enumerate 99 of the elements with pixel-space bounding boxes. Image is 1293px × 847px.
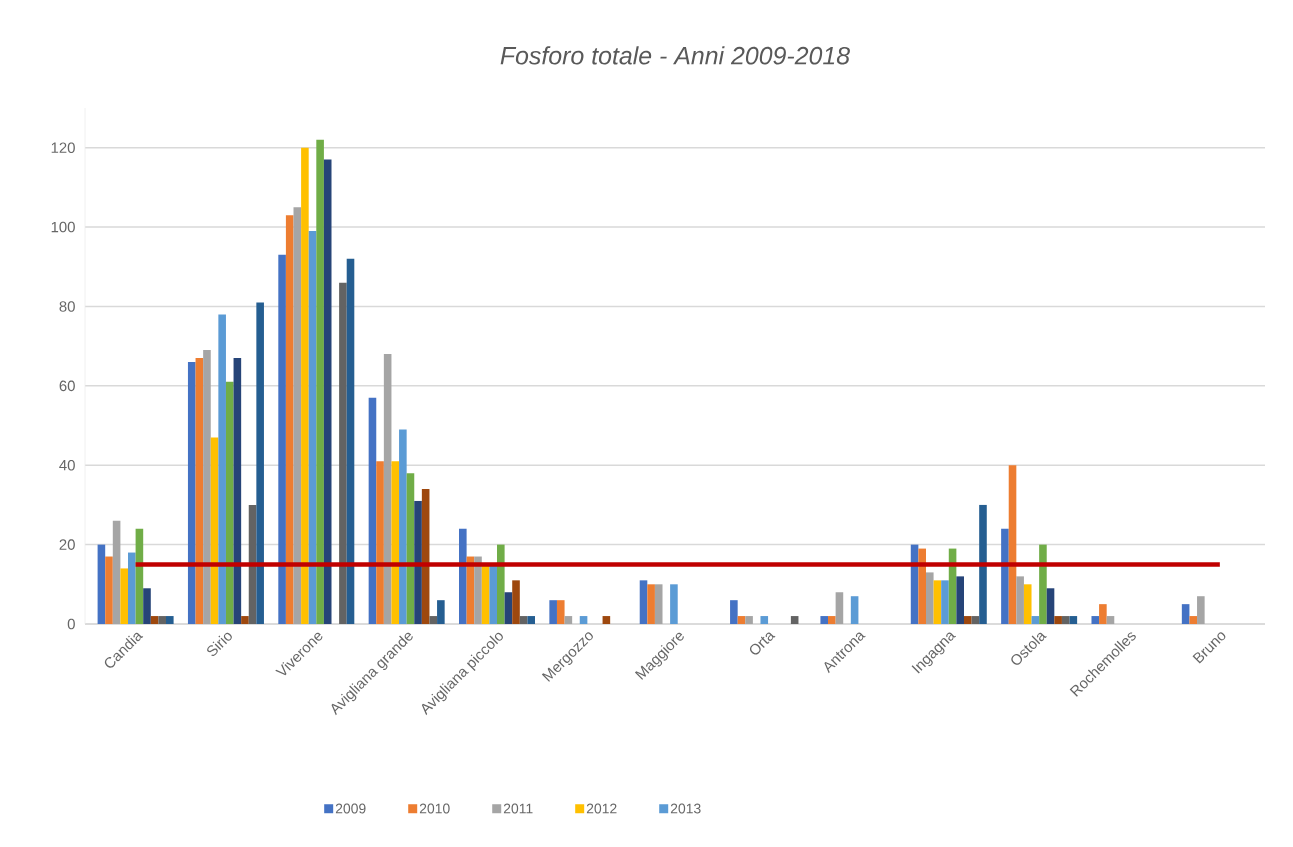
bar: [285, 215, 294, 624]
y-tick-label: 100: [51, 221, 75, 233]
bar: [1031, 616, 1040, 624]
bar: [979, 504, 987, 624]
bar: [918, 548, 926, 624]
bar: [828, 616, 836, 624]
bar: [187, 362, 196, 624]
bar: [210, 437, 219, 624]
bar: [527, 616, 536, 624]
bar: [437, 600, 445, 624]
legend-label: 2013: [670, 803, 701, 814]
bar: [414, 500, 422, 624]
bar: [971, 616, 980, 624]
bar: [150, 616, 159, 624]
bar: [459, 528, 467, 624]
bar: [97, 544, 106, 624]
bar: [925, 572, 934, 624]
bar: [112, 520, 121, 624]
bar: [1189, 616, 1198, 624]
bar: [376, 461, 384, 624]
bar: [654, 584, 663, 624]
bar: [203, 350, 211, 624]
bar: [1039, 544, 1047, 624]
bar: [346, 258, 355, 624]
bar: [489, 564, 498, 624]
chart-title: Fosforo totale - Anni 2009-2018: [500, 46, 850, 65]
bar: [1069, 616, 1078, 624]
bar: [308, 231, 317, 624]
bar: [602, 616, 611, 624]
x-tick-label: Orta: [749, 632, 776, 655]
bar: [166, 616, 174, 624]
bar: [1061, 616, 1070, 624]
bar: [233, 358, 242, 624]
bar: [105, 556, 113, 624]
legend-label: 2009: [335, 803, 366, 814]
bar: [956, 576, 964, 624]
bar: [670, 584, 678, 624]
bar: [1023, 584, 1032, 624]
bar: [579, 616, 588, 624]
bar: [301, 147, 309, 624]
bar: [120, 568, 128, 624]
bar: [195, 358, 204, 624]
bar: [383, 354, 392, 624]
bar: [760, 616, 769, 624]
legend-label: 2011: [503, 803, 533, 814]
bar: [1099, 604, 1107, 624]
bar: [850, 596, 859, 624]
bar: [391, 461, 400, 624]
bar: [293, 207, 302, 624]
bar: [225, 381, 234, 624]
bar: [278, 254, 286, 624]
bar: [128, 552, 136, 624]
y-tick-label: 80: [59, 301, 75, 312]
bar: [745, 616, 753, 624]
legend-label: 2012: [586, 803, 617, 814]
bar: [564, 616, 573, 624]
legend-label: 2010: [419, 803, 450, 814]
bar: [474, 556, 482, 624]
bar: [730, 600, 738, 624]
y-tick-label: 0: [67, 618, 75, 630]
bar: [323, 159, 332, 624]
bar: [158, 616, 166, 624]
bar: [143, 588, 151, 624]
bar: [316, 139, 324, 624]
y-tick-label: 120: [51, 142, 75, 153]
y-tick-label: 40: [59, 459, 75, 471]
bar: [790, 616, 799, 624]
x-tick-label: Sirio: [207, 632, 232, 657]
bar: [429, 616, 438, 624]
bar: [1197, 596, 1205, 624]
bar: [1091, 616, 1100, 624]
bar: [1046, 588, 1055, 624]
bar: [368, 397, 377, 624]
bar: [512, 580, 520, 624]
bar: [963, 616, 972, 624]
bar: [737, 616, 746, 624]
bar: [820, 616, 829, 624]
bar: [1001, 528, 1009, 624]
bar: [218, 314, 226, 624]
bar: [256, 302, 264, 624]
bar: [639, 580, 648, 624]
bar: [549, 600, 557, 624]
bar: [647, 584, 655, 624]
bar: [504, 592, 513, 624]
bar: [941, 580, 949, 624]
bar: [399, 429, 407, 624]
bar: [1054, 616, 1062, 624]
bar: [556, 600, 565, 624]
bar: [933, 580, 942, 624]
y-tick-label: 20: [59, 539, 75, 550]
bar: [241, 616, 249, 624]
y-tick-label: 60: [59, 380, 75, 392]
bar: [1181, 604, 1190, 624]
bar: [339, 282, 347, 624]
bar: [835, 592, 844, 624]
bar: [519, 616, 528, 624]
bar: [1016, 576, 1024, 624]
bar: [497, 544, 505, 624]
bar: [1106, 616, 1115, 624]
